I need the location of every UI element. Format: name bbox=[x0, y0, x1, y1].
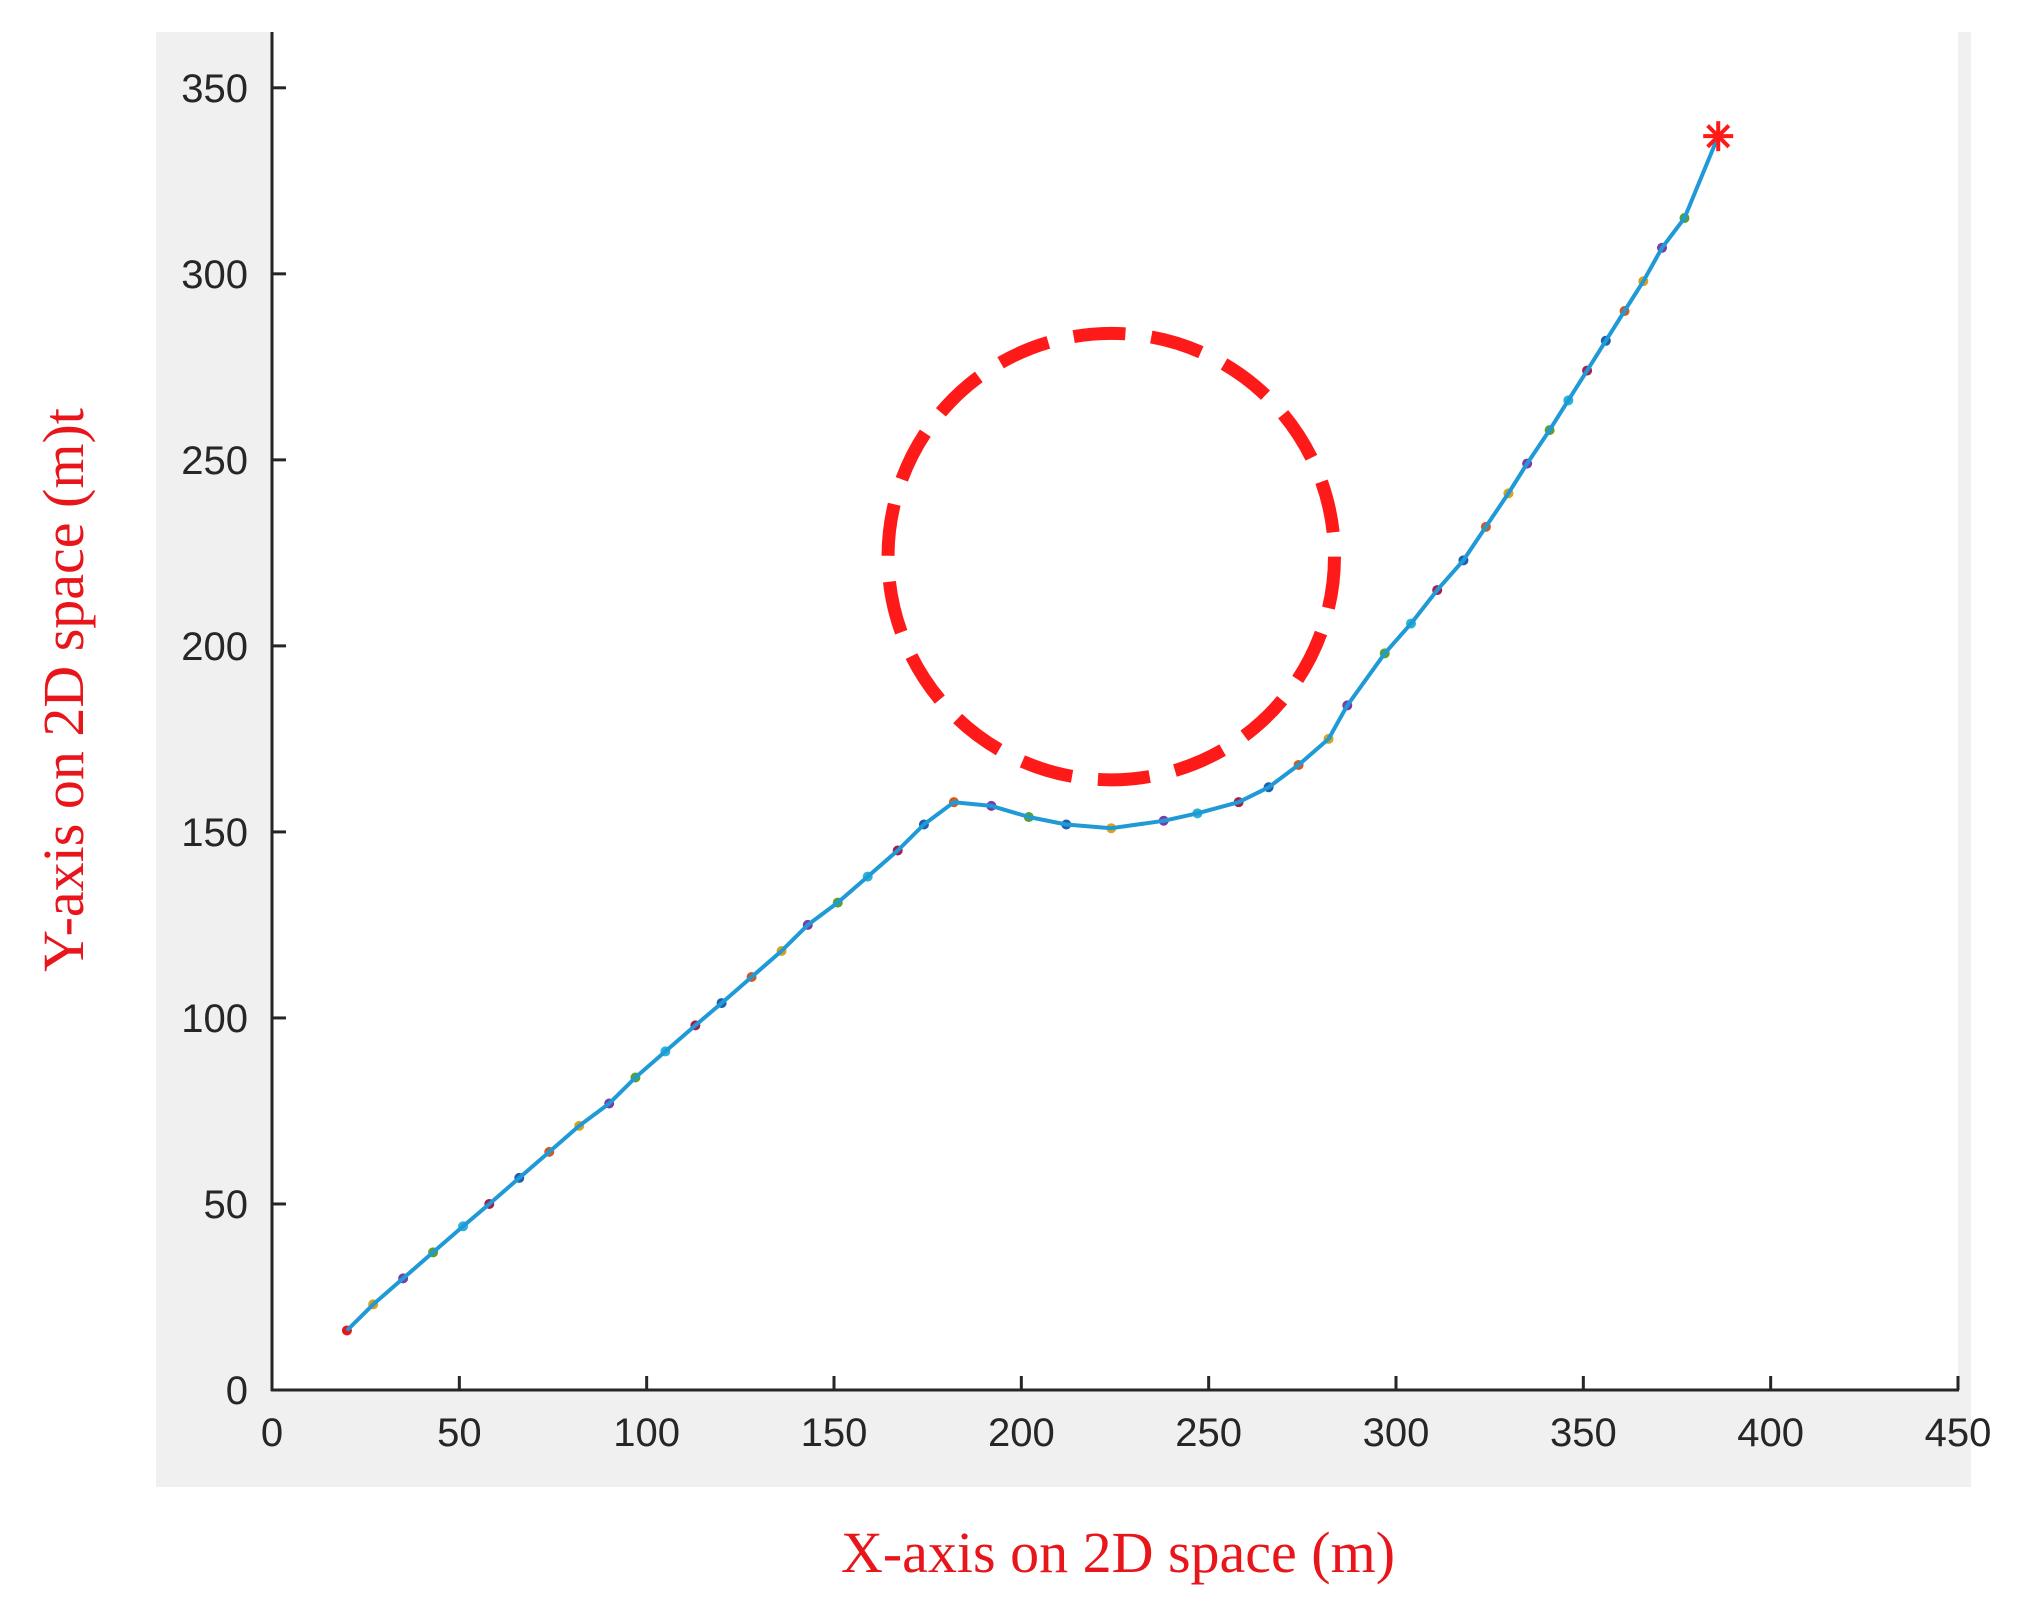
x-tick-label: 250 bbox=[1175, 1411, 1242, 1455]
goal-marker-stroke bbox=[1706, 124, 1731, 149]
x-tick-label: 0 bbox=[261, 1411, 283, 1455]
x-tick-label: 100 bbox=[613, 1411, 680, 1455]
y-axis-title: Y-axis on 2D space (m)t bbox=[31, 408, 96, 972]
y-tick-label: 100 bbox=[181, 997, 248, 1041]
obstacle-circle bbox=[881, 326, 1341, 787]
y-tick-label: 200 bbox=[181, 625, 248, 669]
x-tick-label: 200 bbox=[988, 1411, 1055, 1455]
x-tick-label: 300 bbox=[1363, 1411, 1430, 1455]
y-tick-label: 150 bbox=[181, 811, 248, 855]
x-tick-label: 50 bbox=[437, 1411, 482, 1455]
y-tick-label: 50 bbox=[204, 1183, 249, 1227]
axes-lines bbox=[270, 32, 1959, 1392]
x-tick-label: 400 bbox=[1737, 1411, 1804, 1455]
y-tick-label: 300 bbox=[181, 253, 248, 297]
y-ticks: 0 50 100 150 200 250 300 350 bbox=[181, 67, 286, 1413]
x-tick-label: 350 bbox=[1550, 1411, 1617, 1455]
path-line bbox=[345, 135, 1721, 1332]
y-tick-label: 250 bbox=[181, 439, 248, 483]
x-ticks: 0 50 100 150 200 250 300 350 400 450 bbox=[261, 1376, 1992, 1455]
x-axis-title: X-axis on 2D space (m) bbox=[841, 1520, 1395, 1585]
y-tick-label: 0 bbox=[226, 1369, 248, 1413]
axes-area bbox=[272, 32, 1958, 1390]
x-tick-label: 150 bbox=[801, 1411, 868, 1455]
y-tick-label: 350 bbox=[181, 67, 248, 111]
x-tick-label: 450 bbox=[1925, 1411, 1992, 1455]
goal-marker bbox=[1703, 121, 1734, 152]
